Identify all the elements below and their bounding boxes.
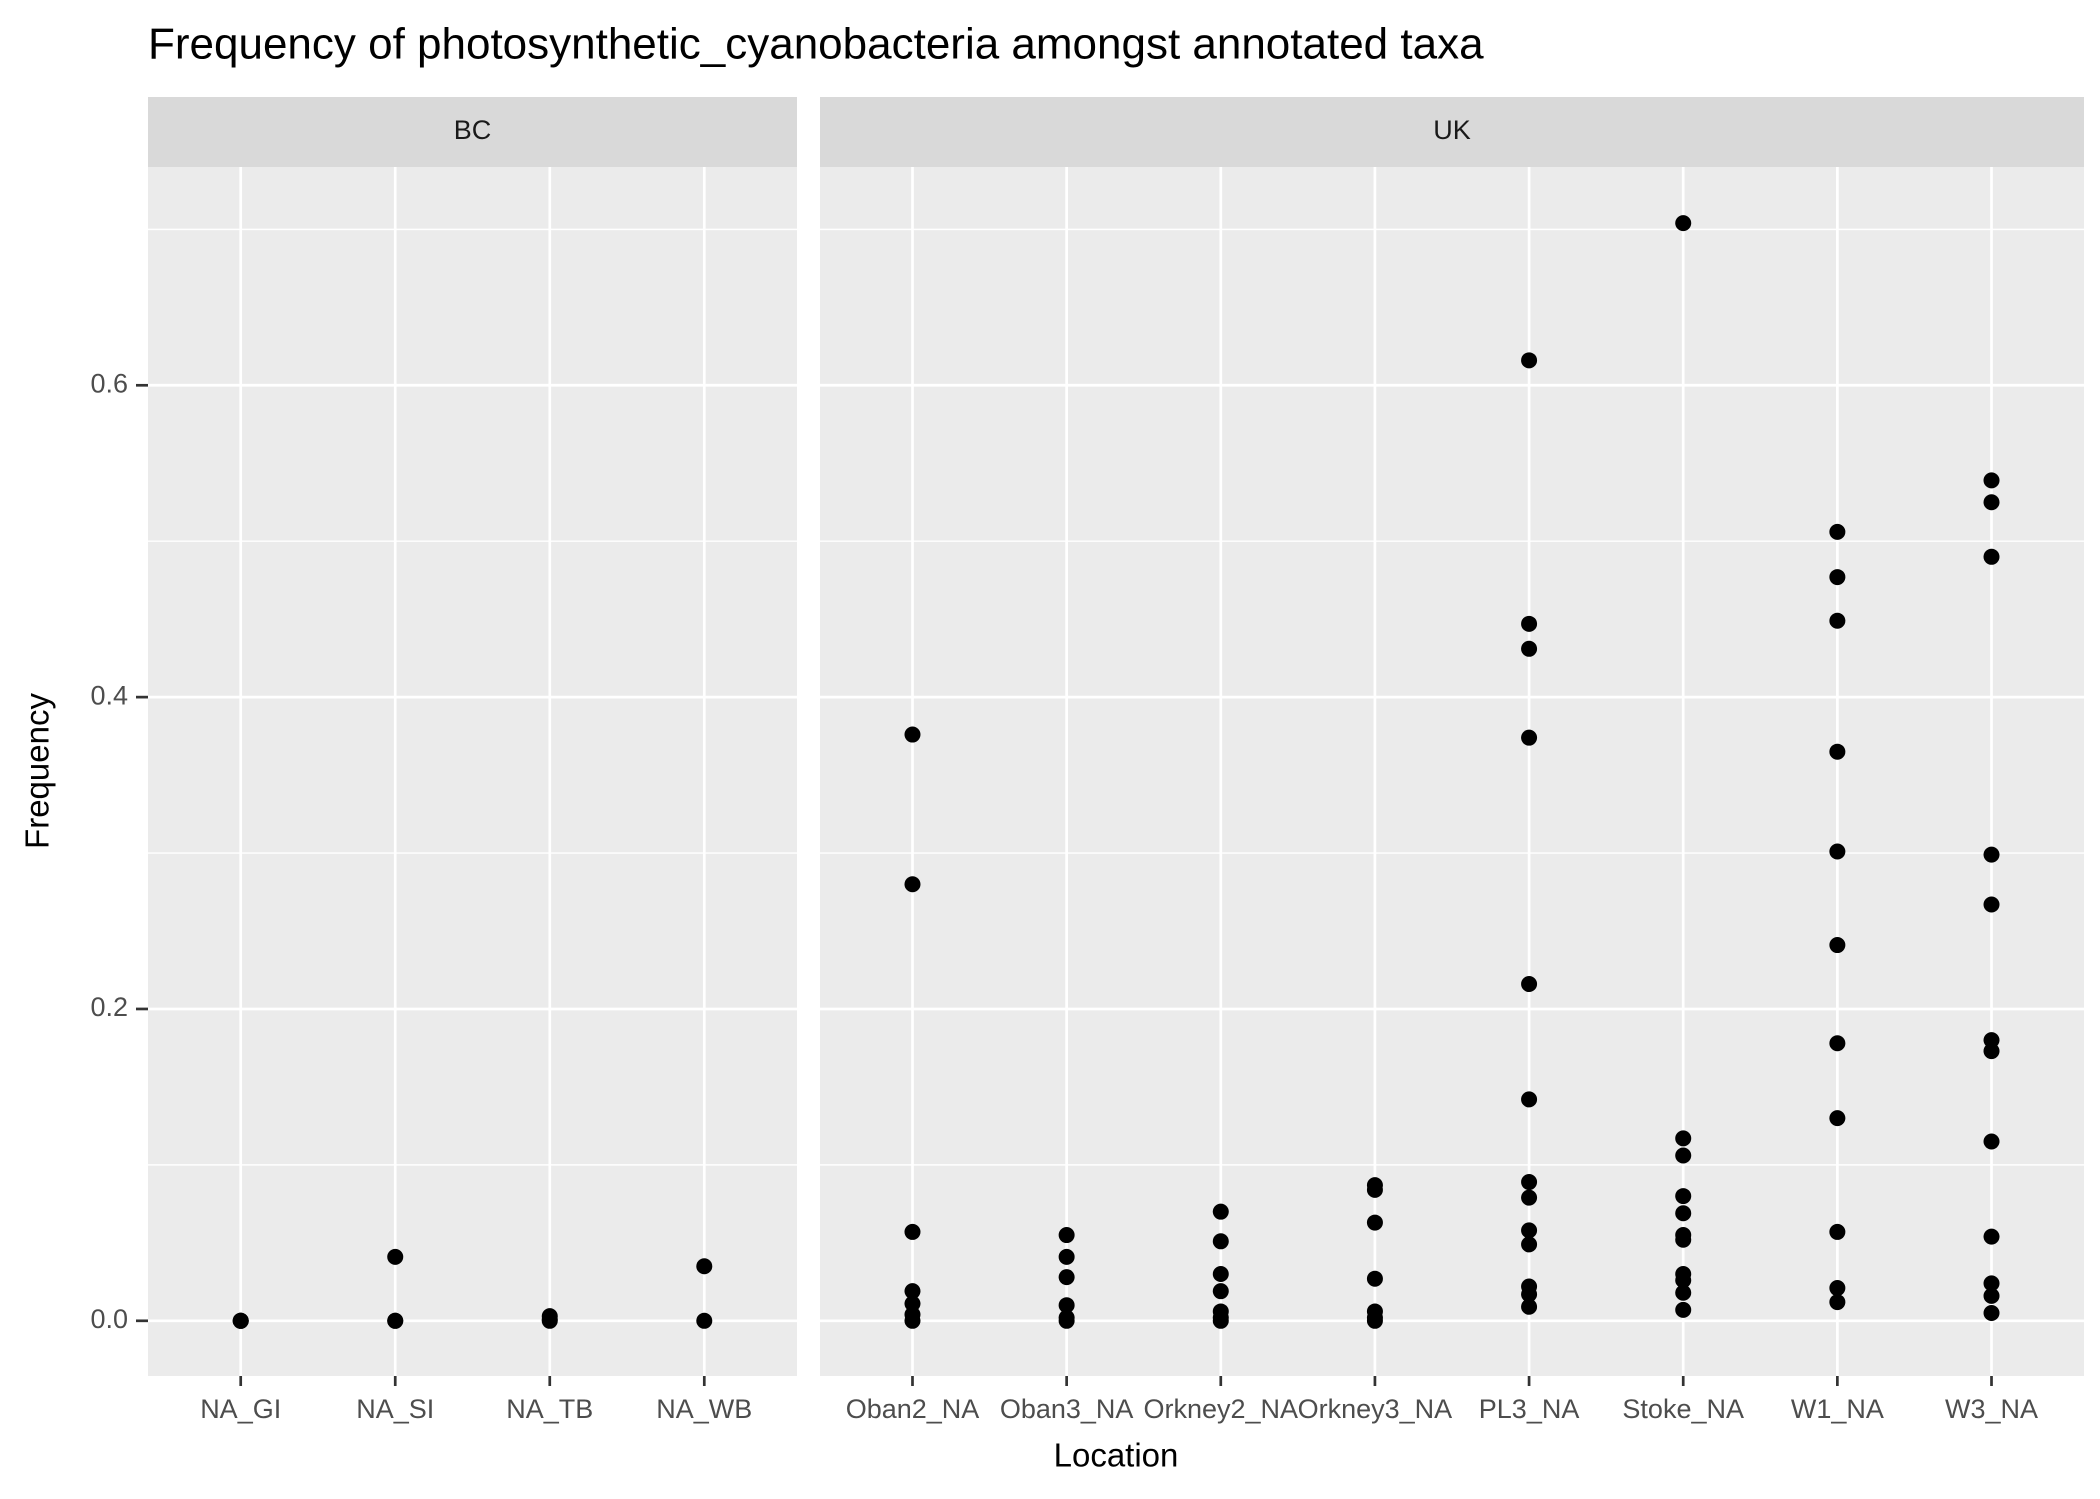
strip-background bbox=[148, 97, 797, 167]
x-tick-label: Orkney2_NA bbox=[1143, 1394, 1298, 1424]
point bbox=[1212, 1312, 1229, 1329]
point bbox=[1983, 1305, 2000, 1322]
point bbox=[904, 1283, 921, 1300]
strip-label: UK bbox=[1433, 115, 1471, 145]
point bbox=[1521, 352, 1538, 369]
point bbox=[1212, 1266, 1229, 1283]
point bbox=[696, 1312, 713, 1329]
x-tick-label: Stoke_NA bbox=[1622, 1394, 1744, 1424]
point bbox=[1058, 1227, 1075, 1244]
x-tick-label: NA_TB bbox=[506, 1394, 593, 1424]
point bbox=[1829, 1280, 1846, 1297]
point bbox=[1675, 1147, 1692, 1164]
point bbox=[1058, 1297, 1075, 1314]
point bbox=[1521, 1189, 1538, 1206]
point bbox=[541, 1312, 558, 1329]
point bbox=[1983, 896, 2000, 913]
point bbox=[1058, 1312, 1075, 1329]
point bbox=[1366, 1214, 1383, 1231]
y-tick-label: 0.4 bbox=[90, 680, 128, 710]
point bbox=[1829, 1035, 1846, 1052]
point bbox=[1829, 743, 1846, 760]
point bbox=[1521, 1298, 1538, 1315]
point bbox=[1521, 1236, 1538, 1253]
point bbox=[1212, 1233, 1229, 1250]
panel-background bbox=[820, 167, 2084, 1376]
point bbox=[1983, 1275, 2000, 1292]
point bbox=[1675, 215, 1692, 232]
point bbox=[1058, 1248, 1075, 1265]
point bbox=[1983, 548, 2000, 565]
point bbox=[1983, 846, 2000, 863]
x-tick-label: NA_GI bbox=[200, 1394, 281, 1424]
point bbox=[1675, 1284, 1692, 1301]
point bbox=[1366, 1181, 1383, 1198]
point bbox=[1829, 1294, 1846, 1311]
point bbox=[1675, 1188, 1692, 1205]
point bbox=[1675, 1301, 1692, 1318]
point bbox=[1366, 1270, 1383, 1287]
point bbox=[1829, 1223, 1846, 1240]
x-tick-label: Oban2_NA bbox=[846, 1394, 980, 1424]
point bbox=[1366, 1312, 1383, 1329]
point bbox=[1829, 1110, 1846, 1127]
point bbox=[1675, 1130, 1692, 1147]
point bbox=[1521, 1174, 1538, 1191]
point bbox=[387, 1312, 404, 1329]
point bbox=[1521, 976, 1538, 993]
x-tick-label: W3_NA bbox=[1945, 1394, 2038, 1424]
point bbox=[696, 1258, 713, 1275]
point bbox=[1521, 1091, 1538, 1108]
point bbox=[1983, 1228, 2000, 1245]
point bbox=[1829, 937, 1846, 954]
point bbox=[904, 726, 921, 743]
panel-background bbox=[148, 167, 797, 1376]
x-tick-label: Orkney3_NA bbox=[1298, 1394, 1453, 1424]
point bbox=[1521, 1286, 1538, 1303]
y-tick-label: 0.2 bbox=[90, 992, 128, 1022]
y-tick-label: 0.0 bbox=[90, 1304, 128, 1334]
point bbox=[904, 1223, 921, 1240]
strip-background bbox=[820, 97, 2084, 167]
x-tick-label: W1_NA bbox=[1791, 1394, 1884, 1424]
point bbox=[1829, 843, 1846, 860]
point bbox=[904, 1312, 921, 1329]
point bbox=[387, 1248, 404, 1265]
point bbox=[1675, 1231, 1692, 1248]
point bbox=[1058, 1269, 1075, 1286]
x-tick-label: PL3_NA bbox=[1479, 1394, 1580, 1424]
point bbox=[1983, 1043, 2000, 1060]
point bbox=[1521, 640, 1538, 657]
strip-label: BC bbox=[454, 115, 492, 145]
point bbox=[1983, 494, 2000, 511]
y-tick-label: 0.6 bbox=[90, 368, 128, 398]
x-tick-label: Oban3_NA bbox=[1000, 1394, 1134, 1424]
x-tick-label: NA_WB bbox=[656, 1394, 752, 1424]
point bbox=[1983, 472, 2000, 489]
point bbox=[1212, 1283, 1229, 1300]
point bbox=[1675, 1272, 1692, 1289]
point bbox=[1675, 1205, 1692, 1222]
chart-title: Frequency of photosynthetic_cyanobacteri… bbox=[148, 20, 1484, 69]
y-axis-title: Frequency bbox=[19, 693, 56, 849]
x-tick-label: NA_SI bbox=[356, 1394, 434, 1424]
x-axis-title: Location bbox=[1054, 1437, 1179, 1474]
point bbox=[1521, 615, 1538, 632]
point bbox=[1521, 1222, 1538, 1239]
point bbox=[904, 876, 921, 893]
point bbox=[1212, 1203, 1229, 1220]
point bbox=[1829, 612, 1846, 629]
point bbox=[1829, 523, 1846, 540]
point bbox=[1983, 1287, 2000, 1304]
point bbox=[1983, 1133, 2000, 1150]
point bbox=[1521, 729, 1538, 746]
point bbox=[232, 1312, 249, 1329]
point bbox=[1829, 569, 1846, 586]
